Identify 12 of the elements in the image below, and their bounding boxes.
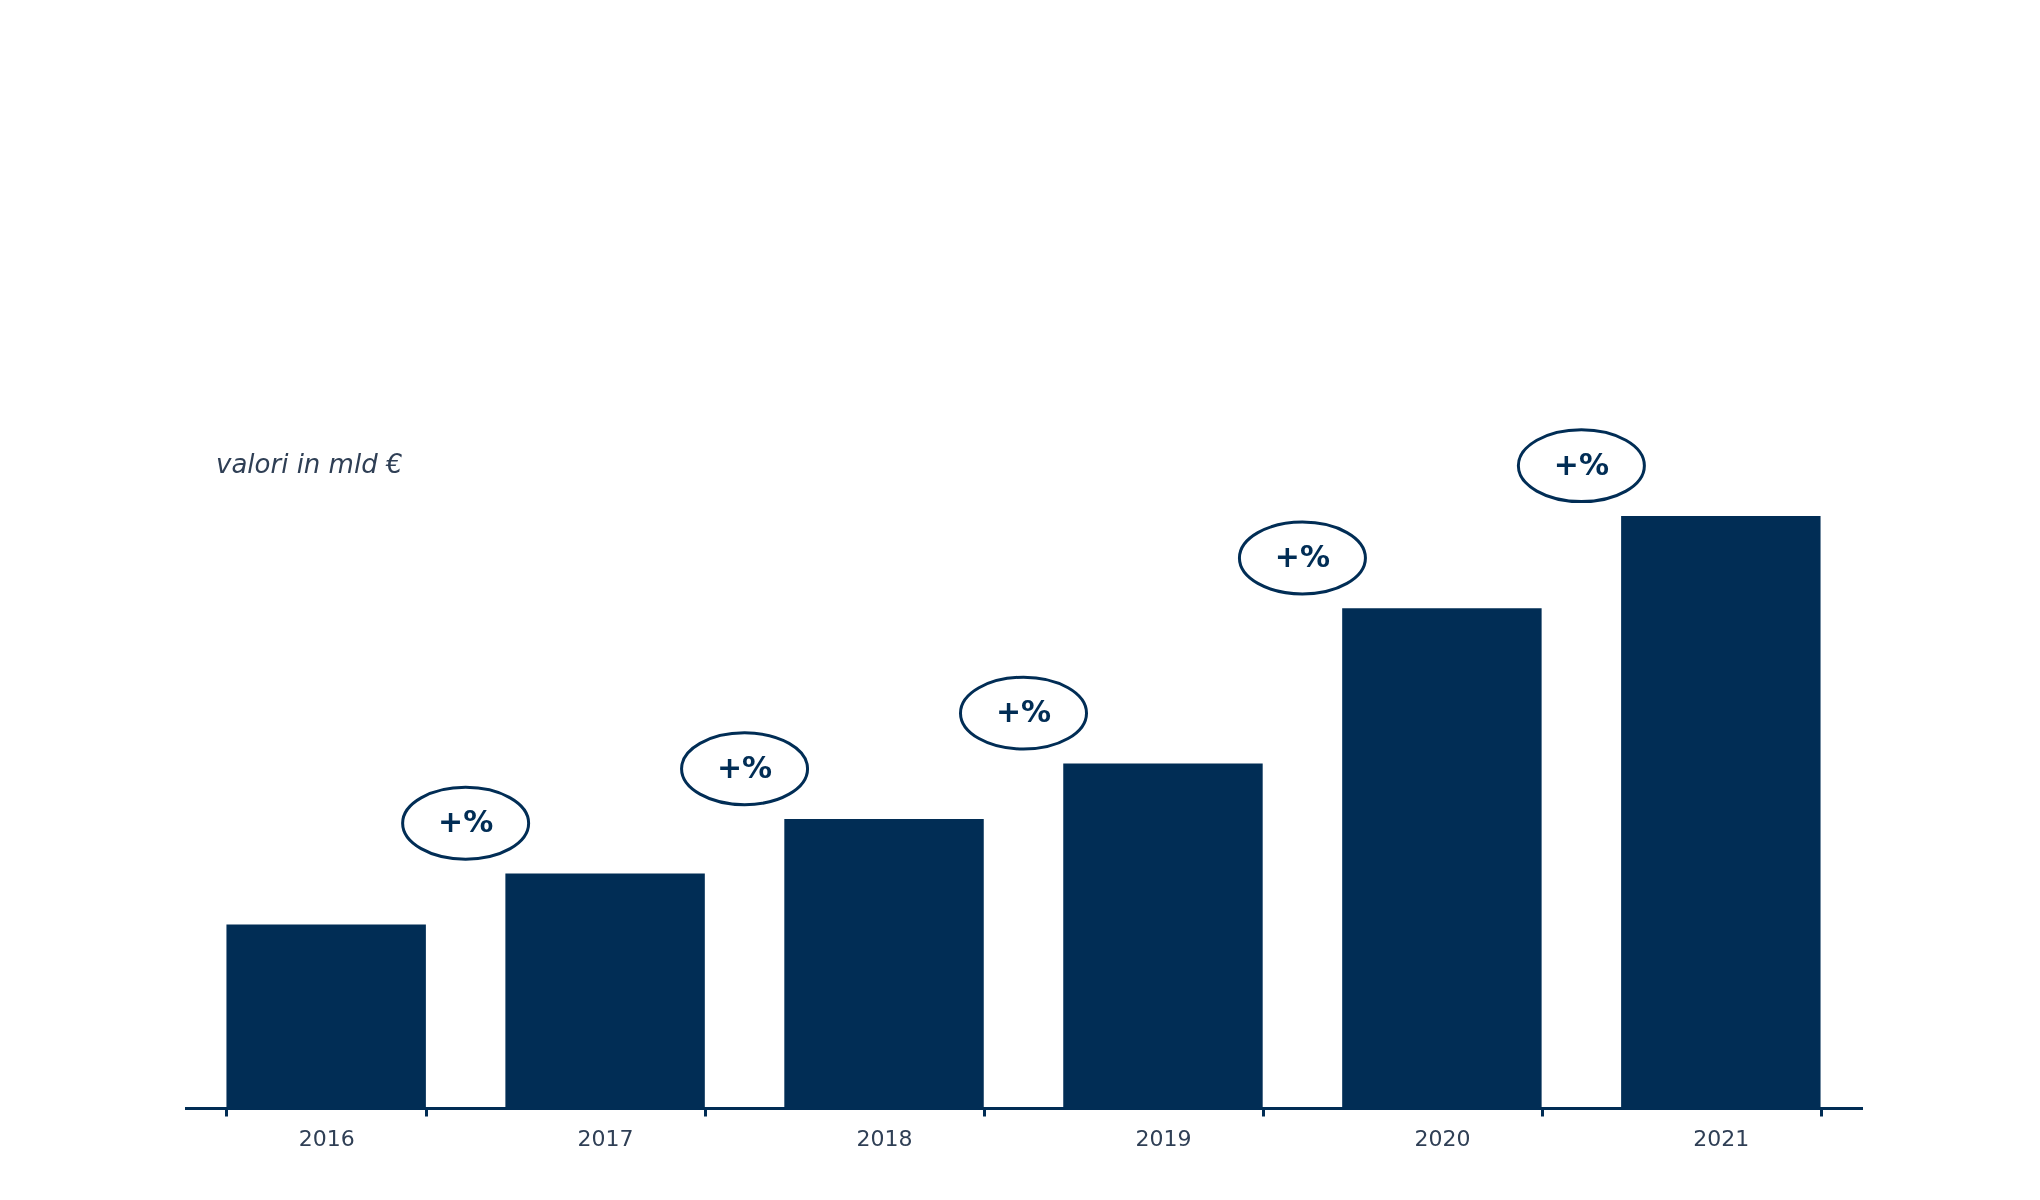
x-tick-label: 2017: [577, 1125, 634, 1151]
annotation: +%: [1274, 539, 1331, 575]
x-tick-label: 2018: [856, 1125, 913, 1151]
x-tick-label: 2019: [1135, 1125, 1192, 1151]
x-tick-label: 2021: [1693, 1125, 1750, 1151]
x-tick-label: 2020: [1414, 1125, 1471, 1151]
x-tick-label: 2016: [298, 1125, 355, 1151]
text: +%: [1553, 446, 1609, 482]
annotation: +%: [995, 694, 1052, 730]
text: valori in mld €: [216, 449, 403, 479]
annotation: +%: [438, 804, 494, 840]
annotation: +%: [716, 749, 773, 785]
